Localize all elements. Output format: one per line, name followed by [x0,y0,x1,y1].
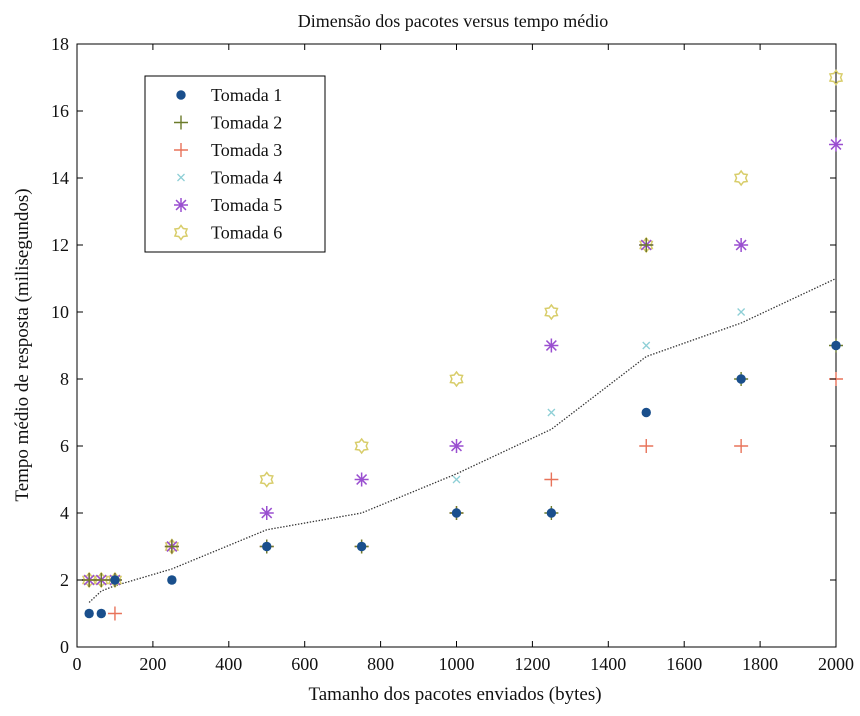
x-tick-label: 1600 [666,654,702,674]
data-point [734,238,749,252]
data-point [734,439,749,453]
legend-entry: Tomada 3 [174,140,282,160]
data-point [354,437,369,455]
data-point [354,472,369,487]
data-point [737,308,746,316]
series-3 [82,372,843,621]
x-tick-label: 200 [139,654,166,674]
data-point [449,370,464,388]
mean-line [88,277,837,603]
legend-label: Tomada 6 [211,223,282,243]
data-point [547,408,556,417]
data-point [82,573,97,587]
y-tick-label: 0 [60,637,69,657]
y-tick-label: 4 [60,503,69,523]
y-tick-label: 16 [51,101,69,121]
x-tick-label: 1800 [742,654,778,674]
x-axis: 0 200 400 600 800 1000 1200 1400 1600 1800 2000 [73,44,854,674]
data-point [641,407,651,418]
legend-label: Tomada 4 [211,168,282,188]
data-point [639,238,654,252]
y-tick-label: 10 [51,302,69,322]
y-tick-label: 2 [60,570,69,590]
x-tick-label: 0 [73,654,82,674]
data-point [259,506,274,520]
data-point [828,69,844,86]
y-tick-label: 6 [60,436,69,456]
data-point [356,541,367,552]
data-point [107,606,122,621]
data-point [94,573,109,587]
data-point [736,374,746,384]
legend-entry: Tomada 2 [174,113,282,133]
legend: Tomada 1 Tomada 2 Tomada 3 Tomada 4 Tomada 5… [144,75,326,253]
legend-marker [174,143,188,157]
legend-label: Tomada 5 [211,195,282,215]
series-4 [85,308,840,618]
data-point [544,303,559,321]
series-2 [82,238,843,587]
x-tick-label: 2000 [818,654,854,674]
y-axis: 0 2 4 6 8 10 12 14 16 18 [51,34,836,657]
legend-marker [174,115,188,130]
data-point [164,539,179,554]
x-tick-label: 600 [291,654,318,674]
legend-entry: Tomada 1 [176,85,282,105]
data-point [546,508,557,518]
y-tick-label: 18 [51,34,69,54]
chart-title: Dimensão dos pacotes versus tempo médio [298,11,608,31]
legend-marker [177,173,185,182]
data-point [642,341,651,350]
legend-entry: Tomada 5 [174,195,282,215]
legend-label: Tomada 3 [211,140,282,160]
legend-label: Tomada 2 [211,113,282,133]
y-tick-label: 8 [60,369,69,389]
data-point [167,575,177,585]
legend-box [144,75,326,253]
data-point [451,508,462,518]
x-tick-label: 1000 [439,654,475,674]
x-tick-label: 800 [367,654,394,674]
series-1 [84,340,841,619]
data-point [449,439,464,453]
y-tick-label: 12 [51,235,69,255]
legend-entry: Tomada 4 [177,168,282,188]
data-point [110,575,120,585]
data-point [639,439,654,453]
data-point [452,475,461,484]
legend-label: Tomada 1 [211,85,282,105]
data-point [544,338,559,353]
legend-entry: Tomada 6 [173,223,282,243]
y-tick-label: 14 [51,168,69,188]
data-point [829,137,843,152]
legend-marker [173,224,189,241]
data-point [733,169,749,187]
data-point [84,608,94,619]
x-axis-label: Tamanho dos pacotes enviados (bytes) [308,684,601,705]
x-tick-label: 400 [215,654,242,674]
y-axis-label: Tempo médio de resposta (milisegundos) [12,188,33,501]
x-tick-label: 1200 [514,654,550,674]
data-point [544,472,559,487]
data-point [831,340,841,351]
legend-marker [174,198,188,212]
data-point [259,471,274,488]
legend-marker [176,90,186,100]
x-tick-label: 1400 [590,654,626,674]
data-point [96,608,106,619]
data-point [262,541,272,552]
